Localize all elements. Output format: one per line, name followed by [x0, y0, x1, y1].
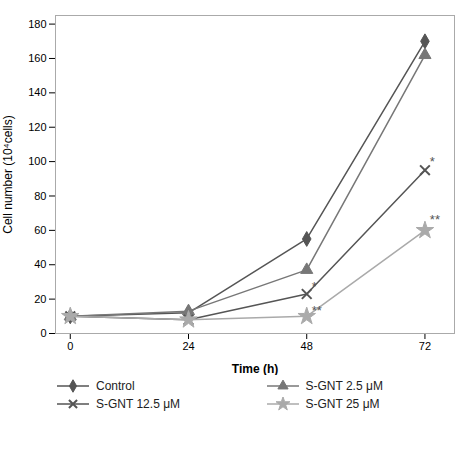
svg-text:**: ** [312, 303, 322, 318]
svg-text:100: 100 [28, 155, 46, 167]
svg-text:180: 180 [28, 18, 46, 30]
svg-text:Time (h): Time (h) [232, 362, 278, 376]
html-text:Control: Control [96, 379, 135, 393]
svg-text:*: * [430, 154, 435, 169]
svg-text:40: 40 [34, 258, 46, 270]
svg-text:48: 48 [301, 340, 313, 352]
html-text:S-GNT 25 μM: S-GNT 25 μM [305, 397, 380, 411]
svg-text:**: ** [430, 212, 440, 227]
html-text:S-GNT 12.5 μM: S-GNT 12.5 μM [96, 397, 180, 411]
svg-text:72: 72 [419, 340, 431, 352]
svg-text:24: 24 [182, 340, 194, 352]
svg-text:20: 20 [34, 293, 46, 305]
html-text:S-GNT 2.5 μM: S-GNT 2.5 μM [305, 379, 383, 393]
svg-text:0: 0 [67, 340, 73, 352]
svg-text:0: 0 [40, 327, 46, 339]
svg-text:Cell number (10⁴cells): Cell number (10⁴cells) [1, 115, 15, 234]
svg-text:60: 60 [34, 224, 46, 236]
svg-text:*: * [312, 279, 317, 294]
svg-text:140: 140 [28, 86, 46, 98]
svg-text:120: 120 [28, 121, 46, 133]
svg-text:160: 160 [28, 52, 46, 64]
svg-text:80: 80 [34, 190, 46, 202]
